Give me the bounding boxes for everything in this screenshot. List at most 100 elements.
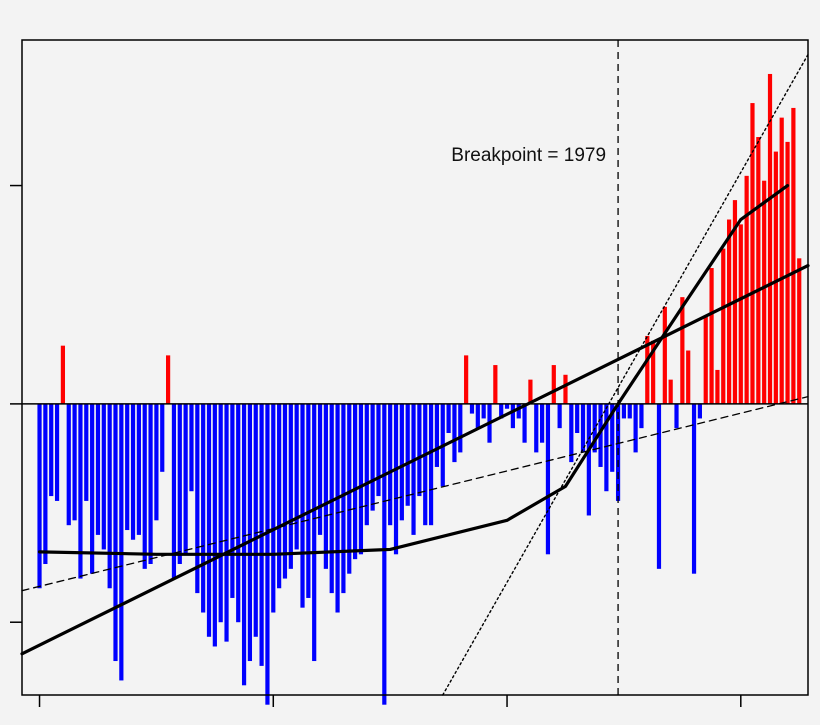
bar [504,403,510,409]
bar [271,403,276,613]
bar [353,403,358,560]
bar [721,248,726,404]
trend-lines [20,40,810,696]
bar [510,403,515,429]
bar [130,403,136,540]
bar [785,141,790,404]
bar [797,258,802,404]
bar [166,355,171,404]
bar [136,403,141,535]
bar [738,224,743,404]
bar [493,365,498,404]
bar [691,403,697,574]
bar [563,374,568,404]
bar [575,403,580,433]
bar [727,219,732,404]
bar [762,180,767,404]
bar [767,73,773,404]
bar [212,403,217,647]
bar [300,403,305,608]
bar [662,306,667,404]
bar [236,403,241,623]
bar [306,403,311,598]
bar [142,403,147,569]
bar [177,403,182,564]
bar [621,403,627,419]
bar [639,403,644,429]
bar [148,403,153,564]
bar [791,107,796,404]
bar [101,403,106,550]
trend-line-2 [37,183,790,556]
bar [452,403,457,463]
bar [709,268,714,404]
bar [247,403,253,662]
bar [475,403,480,429]
bar [277,403,282,589]
bar [171,403,177,579]
bar [347,403,352,574]
bar [218,403,223,623]
bar [744,175,749,404]
plot-frame [21,39,809,696]
trend-line-3 [21,395,809,592]
bar [60,345,66,404]
bar [610,403,615,472]
bar [434,403,440,467]
bar [428,403,434,526]
bar [417,403,422,497]
bar [294,403,299,550]
bar [750,103,755,404]
bar [370,403,375,511]
bar [107,403,112,589]
bar [464,355,469,404]
bar [312,403,317,662]
bar [90,403,95,574]
bar [119,403,124,681]
bar [317,403,323,535]
bar [206,403,212,637]
bar [72,403,77,521]
bar [651,340,656,404]
bar [545,403,551,555]
bar [201,403,206,613]
bar [253,403,258,637]
bar [551,365,556,404]
bar [84,403,89,501]
bar [779,117,784,404]
bar [499,403,504,419]
bar [230,403,235,598]
bar [598,403,603,467]
bar [113,403,118,662]
bar [557,403,562,429]
bar [686,350,691,404]
bar [393,403,399,555]
bar [364,403,369,526]
bar [534,403,539,453]
bar [656,403,662,569]
bar [446,403,451,433]
bar [715,369,720,404]
bar [586,403,591,516]
bar [288,403,293,569]
bar [756,137,761,404]
bar [329,403,334,594]
bar [604,403,609,492]
bar [376,403,381,497]
bar [627,403,632,419]
bar [358,403,364,555]
bar [540,403,545,443]
bar [516,403,521,419]
bar [773,151,778,404]
bar [125,403,130,531]
breakpoint-annotation: Breakpoint = 1979 [451,145,606,166]
bar [195,403,200,594]
bar [388,403,393,526]
bar [522,403,527,443]
bar [335,403,340,613]
bar [674,403,679,429]
bar [633,403,638,453]
bar [423,403,428,526]
bar [481,403,486,419]
